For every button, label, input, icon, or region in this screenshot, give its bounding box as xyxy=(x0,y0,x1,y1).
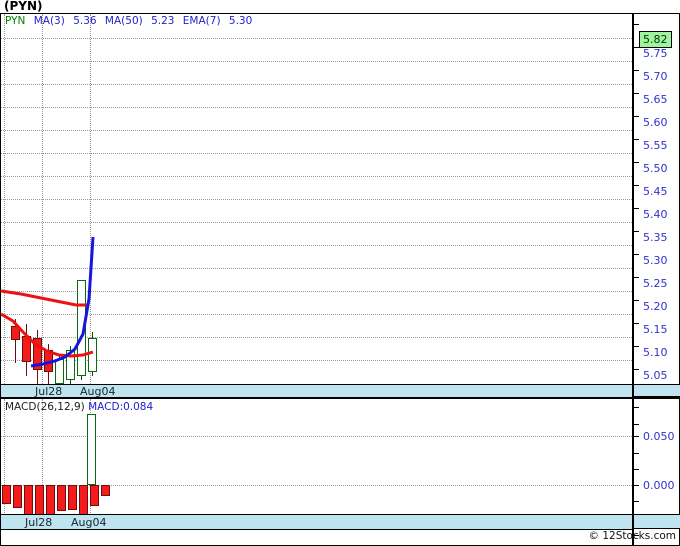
macd-tick-label: 0.000 xyxy=(643,479,675,492)
macd-date-band: Jul28 Aug04 xyxy=(1,514,632,530)
legend-ma3-value: 5.36 xyxy=(73,15,97,27)
price-tick-label: 5.70 xyxy=(643,70,668,83)
candle-body[interactable] xyxy=(88,338,97,372)
price-tick-label: 5.35 xyxy=(643,231,668,244)
gridline-h xyxy=(1,222,632,223)
price-axis: 5.82 5.75 5.70 5.65 5.60 5.55 5.50 5.45 … xyxy=(632,14,680,397)
price-tick-label: 5.40 xyxy=(643,208,668,221)
legend-ema7-value: 5.30 xyxy=(228,15,253,27)
macd-bar[interactable] xyxy=(101,485,110,496)
date-label: Jul28 xyxy=(35,385,63,398)
price-tick-label: 5.20 xyxy=(643,300,668,313)
price-tick-label: 5.10 xyxy=(643,346,668,359)
ema7-line xyxy=(30,236,95,368)
legend-ma50-value: 5.23 xyxy=(151,15,175,27)
gridline-h xyxy=(1,314,632,315)
legend-ema7-label: EMA(7) xyxy=(182,15,221,27)
gridline-h xyxy=(1,176,632,177)
macd-indicator-label: MACD(26,12,9) xyxy=(5,401,85,413)
candle-body[interactable] xyxy=(66,350,75,380)
date-label: Aug04 xyxy=(71,516,107,529)
gridline-h xyxy=(1,436,632,437)
gridline-v xyxy=(90,14,91,384)
gridline-h xyxy=(1,360,632,361)
macd-bar[interactable] xyxy=(13,485,22,508)
gridline-h xyxy=(1,485,632,486)
gridline-v xyxy=(4,399,5,527)
gridline-h xyxy=(1,245,632,246)
macd-bar[interactable] xyxy=(2,485,11,504)
date-label: Aug04 xyxy=(80,385,116,398)
macd-bar[interactable] xyxy=(57,485,66,511)
price-legend: PYN MA(3) 5.36 MA(50) 5.23 EMA(7) 5.30 xyxy=(5,15,257,27)
gridline-h xyxy=(1,38,632,39)
candle-body[interactable] xyxy=(11,326,20,340)
price-tick-label: 5.30 xyxy=(643,254,668,267)
price-tick-label: 5.50 xyxy=(643,162,668,175)
price-tick-label: 5.15 xyxy=(643,323,668,336)
candle-body[interactable] xyxy=(33,338,42,370)
price-tick-label: 5.75 xyxy=(643,47,668,60)
macd-bar[interactable] xyxy=(24,485,33,515)
macd-legend: MACD(26,12,9) MACD:0.084 xyxy=(5,401,153,413)
legend-symbol: PYN xyxy=(5,15,26,27)
overlay-lines xyxy=(1,236,95,368)
gridline-h xyxy=(1,337,632,338)
gridline-h xyxy=(1,61,632,62)
price-date-band: Jul28 Aug04 xyxy=(1,384,632,398)
price-plot-area[interactable] xyxy=(1,14,632,384)
candle-wick xyxy=(15,319,16,363)
gridline-h xyxy=(1,268,632,269)
macd-bar[interactable] xyxy=(68,485,77,510)
macd-bar[interactable] xyxy=(87,414,96,485)
macd-axis: 0.050 0.000 xyxy=(632,399,680,545)
gridline-h xyxy=(1,130,632,131)
gridline-h xyxy=(1,291,632,292)
legend-ma50-label: MA(50) xyxy=(104,15,143,27)
current-price-badge: 5.82 xyxy=(639,31,672,48)
price-tick-label: 5.05 xyxy=(643,369,668,382)
macd-bar[interactable] xyxy=(90,485,99,506)
page-title: (PYN) xyxy=(4,0,43,13)
date-label: Jul28 xyxy=(25,516,53,529)
price-tick-label: 5.25 xyxy=(643,277,668,290)
copyright-notice: © 12Stocks.com xyxy=(588,530,677,542)
macd-plot-area[interactable] xyxy=(1,399,632,527)
ma50-line xyxy=(1,289,89,307)
gridline-h xyxy=(1,107,632,108)
macd-value-label: MACD:0.084 xyxy=(88,401,154,413)
macd-bar[interactable] xyxy=(79,485,88,516)
gridline-v xyxy=(42,399,43,527)
price-tick-label: 5.55 xyxy=(643,139,668,152)
legend-ma3-label: MA(3) xyxy=(33,15,65,27)
price-tick-label: 5.45 xyxy=(643,185,668,198)
macd-tick-label: 0.050 xyxy=(643,430,675,443)
price-tick-label: 5.60 xyxy=(643,116,668,129)
ma3-line xyxy=(1,312,94,358)
gridline-v xyxy=(42,14,43,384)
gridline-h xyxy=(1,153,632,154)
macd-axis-band xyxy=(634,514,680,529)
gridline-h xyxy=(1,84,632,85)
gridline-v xyxy=(4,14,5,384)
price-axis-band xyxy=(634,384,680,397)
gridline-h xyxy=(1,199,632,200)
price-tick-label: 5.65 xyxy=(643,93,668,106)
